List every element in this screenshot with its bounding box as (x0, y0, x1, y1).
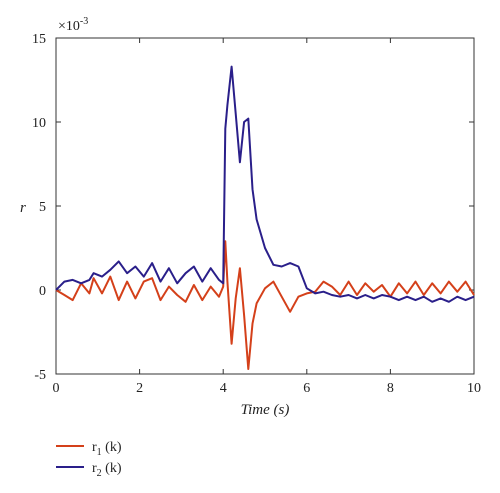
legend: r1 (k) r2 (k) (56, 440, 122, 479)
x-tick-label: 8 (387, 381, 394, 396)
legend-r2-suffix: (k) (102, 461, 122, 476)
x-tick-labels: 0 2 4 6 8 10 (53, 381, 482, 396)
y-tick-label: 5 (39, 200, 46, 215)
y-tick-label: -5 (34, 368, 46, 383)
series-lines (55, 65, 475, 370)
x-tick-label: 10 (467, 381, 481, 396)
series-line-r1 (55, 240, 475, 370)
legend-r1-name: r (92, 440, 97, 455)
legend-r1-suffix: (k) (102, 440, 122, 455)
series-line-r2 (55, 65, 475, 303)
legend-r2-name: r (92, 461, 97, 476)
tick-marks (55, 37, 475, 375)
y-tick-labels: -5 0 5 10 15 (32, 32, 46, 383)
x-tick-label: 4 (220, 381, 227, 396)
legend-r1-sub: 1 (97, 447, 102, 458)
x-axis-label: Time (s) (241, 402, 290, 418)
y-exponent-base: ×10 (58, 19, 80, 34)
legend-label-r1: r1 (k) (92, 440, 122, 458)
y-exponent-label: ×10-3 (58, 16, 88, 34)
x-tick-label: 6 (303, 381, 310, 396)
y-tick-label: 15 (32, 32, 46, 47)
x-tick-label: 2 (136, 381, 143, 396)
legend-label-r2: r2 (k) (92, 461, 122, 479)
plot-frame (55, 37, 475, 375)
x-tick-label: 0 (53, 381, 60, 396)
y-axis-label: r (20, 200, 26, 216)
y-tick-label: 10 (32, 116, 46, 131)
legend-r2-sub: 2 (97, 468, 102, 479)
y-exponent-power: -3 (80, 16, 88, 27)
y-tick-label: 0 (39, 284, 46, 299)
